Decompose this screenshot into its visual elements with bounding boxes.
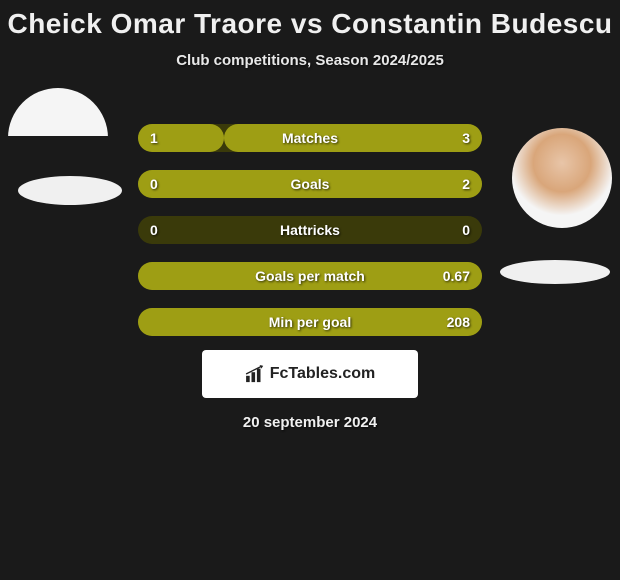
date-text: 20 september 2024 <box>0 414 620 431</box>
stat-row-goals-per-match: Goals per match 0.67 <box>138 262 482 290</box>
stat-value-left: 1 <box>150 130 158 146</box>
logo-text: FcTables.com <box>270 365 376 383</box>
stat-label: Hattricks <box>280 222 340 238</box>
stat-row-matches: 1 Matches 3 <box>138 124 482 152</box>
subtitle: Club competitions, Season 2024/2025 <box>0 52 620 69</box>
fctables-logo[interactable]: FcTables.com <box>202 350 418 398</box>
stat-value-right: 3 <box>462 130 470 146</box>
stat-value-left: 0 <box>150 176 158 192</box>
stat-fill-right <box>224 124 482 152</box>
stat-row-goals: 0 Goals 2 <box>138 170 482 198</box>
stat-value-right: 0.67 <box>443 268 470 284</box>
page-title: Cheick Omar Traore vs Constantin Budescu <box>0 0 620 40</box>
player-right-avatar <box>512 128 612 228</box>
stats-container: 1 Matches 3 0 Goals 2 0 Hattricks 0 Goal… <box>138 124 482 336</box>
stat-label: Matches <box>282 130 338 146</box>
stat-value-right: 208 <box>447 314 470 330</box>
bar-chart-icon <box>245 365 267 383</box>
player-left-shadow <box>18 176 122 205</box>
player-left-avatar <box>8 88 108 188</box>
player-right-shadow <box>500 260 610 284</box>
stat-label: Min per goal <box>269 314 351 330</box>
stat-value-right: 2 <box>462 176 470 192</box>
stat-row-hattricks: 0 Hattricks 0 <box>138 216 482 244</box>
stat-label: Goals <box>291 176 330 192</box>
stat-value-right: 0 <box>462 222 470 238</box>
stat-label: Goals per match <box>255 268 365 284</box>
stat-row-min-per-goal: Min per goal 208 <box>138 308 482 336</box>
stat-value-left: 0 <box>150 222 158 238</box>
